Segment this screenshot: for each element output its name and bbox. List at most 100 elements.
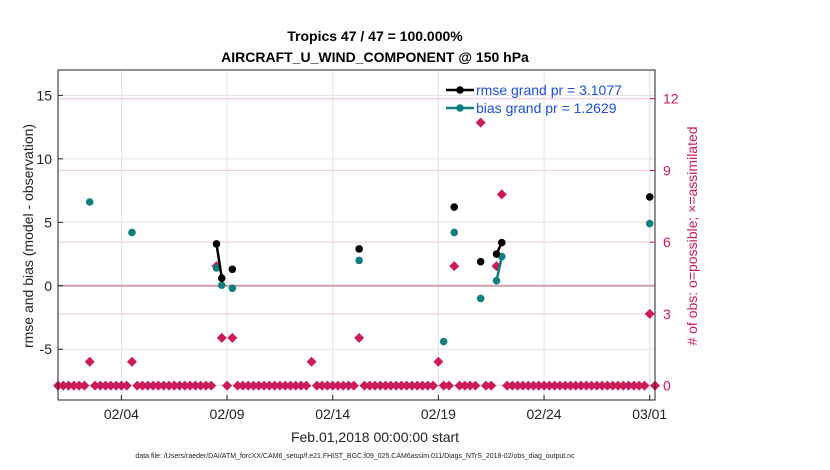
legend: rmse grand pr = 3.1077 bias grand pr = 1… <box>446 82 622 116</box>
bias-segment <box>495 256 504 281</box>
obs-count-zero-marker <box>185 380 196 391</box>
obs-count-zero-marker <box>121 380 132 391</box>
obs-count-zero-marker <box>401 380 412 391</box>
x-tick-label: 03/01 <box>632 406 667 422</box>
obs-count-zero-marker <box>100 380 111 391</box>
obs-count-zero-marker <box>280 380 291 391</box>
obs-count-zero-marker <box>391 380 402 391</box>
legend-bias-label: bias grand pr = 1.2629 <box>476 100 617 116</box>
obs-count-zero-marker <box>465 380 476 391</box>
obs-count-zero-marker <box>63 380 74 391</box>
rmse-point <box>492 250 501 258</box>
obs-count-zero-marker <box>459 380 470 391</box>
rmse-point <box>450 203 459 211</box>
obs-count-zero-marker <box>412 380 423 391</box>
obs-count-zero-marker <box>454 380 465 391</box>
obs-count-zero-marker <box>269 380 280 391</box>
obs-count-zero-marker <box>628 380 639 391</box>
obs-count-zero-marker <box>639 380 650 391</box>
x-axis-label: Feb.01,2018 00:00:00 start <box>291 429 459 445</box>
obs-count-zero-marker <box>285 380 296 391</box>
obs-count-zero-marker <box>105 380 116 391</box>
data-file-footer: data file: /Users/raeder/DAI/ATM_forcXX/… <box>135 453 575 460</box>
y-right-tick-label: 12 <box>663 91 679 107</box>
obs-count-zero-marker <box>232 380 243 391</box>
obs-count-zero-marker <box>428 380 439 391</box>
bias-point <box>439 337 448 346</box>
rmse-point <box>212 240 221 248</box>
obs-count-zero-marker <box>523 380 534 391</box>
plot-area <box>58 70 655 400</box>
legend-rmse-label: rmse grand pr = 3.1077 <box>476 82 622 98</box>
y-axis-label-right: # of obs: o=possible; ×=assimilated <box>684 126 700 345</box>
chart-title-line1: Tropics 47 / 47 = 100.000% <box>287 28 463 44</box>
rmse-point <box>228 265 237 274</box>
obs-count-marker <box>227 332 238 343</box>
obs-count-zero-marker <box>89 380 100 391</box>
obs-count-zero-marker <box>348 380 359 391</box>
obs-count-zero-marker <box>142 380 153 391</box>
obs-count-zero-marker <box>301 380 312 391</box>
rmse-point <box>476 257 485 266</box>
obs-count-zero-marker <box>570 380 581 391</box>
chart-title-line2: AIRCRAFT_U_WIND_COMPONENT @ 150 hPa <box>221 49 529 65</box>
obs-count-zero-marker <box>359 380 370 391</box>
obs-count-zero-marker <box>116 380 127 391</box>
obs-count-zero-marker <box>296 380 307 391</box>
obs-count-marker <box>433 356 444 367</box>
obs-count-zero-marker <box>539 380 550 391</box>
bias-point <box>492 276 501 285</box>
obs-count-zero-marker <box>581 380 592 391</box>
obs-count-zero-marker <box>375 380 386 391</box>
obs-count-marker <box>449 261 460 272</box>
x-tick-label: 02/24 <box>527 406 562 422</box>
x-tick-label: 02/04 <box>104 406 139 422</box>
obs-count-zero-marker <box>396 380 407 391</box>
obs-count-zero-marker <box>327 380 338 391</box>
obs-count-zero-marker <box>148 380 159 391</box>
obs-count-zero-marker <box>607 380 618 391</box>
obs-count-marker <box>496 189 507 200</box>
obs-count-zero-marker <box>311 380 322 391</box>
obs-count-zero-marker <box>79 380 90 391</box>
obs-count-zero-marker <box>560 380 571 391</box>
obs-count-zero-marker <box>259 380 270 391</box>
obs-count-zero-marker <box>248 380 259 391</box>
obs-count-zero-marker <box>132 380 143 391</box>
obs-count-marker <box>306 356 317 367</box>
obs-count-zero-marker <box>533 380 544 391</box>
obs-count-zero-marker <box>343 380 354 391</box>
obs-count-zero-marker <box>253 380 264 391</box>
obs-count-zero-marker <box>74 380 85 391</box>
obs-count-zero-marker <box>512 380 523 391</box>
y-tick-label: 0 <box>44 278 52 294</box>
bias-point <box>355 256 363 265</box>
obs-count-zero-marker <box>243 380 254 391</box>
obs-count-zero-marker <box>290 380 301 391</box>
rmse-point <box>497 238 506 247</box>
obs-count-zero-marker <box>549 380 560 391</box>
obs-count-zero-marker <box>586 380 597 391</box>
obs-count-zero-marker <box>137 380 148 391</box>
obs-count-zero-marker <box>237 380 248 391</box>
obs-count-zero-marker <box>613 380 624 391</box>
bias-point <box>450 228 459 237</box>
obs-count-zero-marker <box>222 380 233 391</box>
x-tick-label: 02/14 <box>315 406 350 422</box>
bias-point <box>85 198 94 206</box>
obs-count-zero-marker <box>517 380 528 391</box>
obs-count-zero-marker <box>179 380 190 391</box>
obs-count-zero-marker <box>58 380 69 391</box>
obs-count-zero-marker <box>486 380 497 391</box>
obs-count-zero-marker <box>422 380 433 391</box>
y-right-tick-label: 6 <box>663 234 671 250</box>
rmse-point <box>645 193 654 201</box>
y-axis-label: rmse and bias (model - observation) <box>20 124 36 348</box>
y-right-tick-label: 9 <box>663 162 671 178</box>
obs-count-zero-marker <box>153 380 164 391</box>
obs-count-zero-marker <box>623 380 634 391</box>
bias-point <box>212 264 221 272</box>
obs-count-zero-marker <box>602 380 613 391</box>
obs-count-zero-marker <box>200 380 211 391</box>
